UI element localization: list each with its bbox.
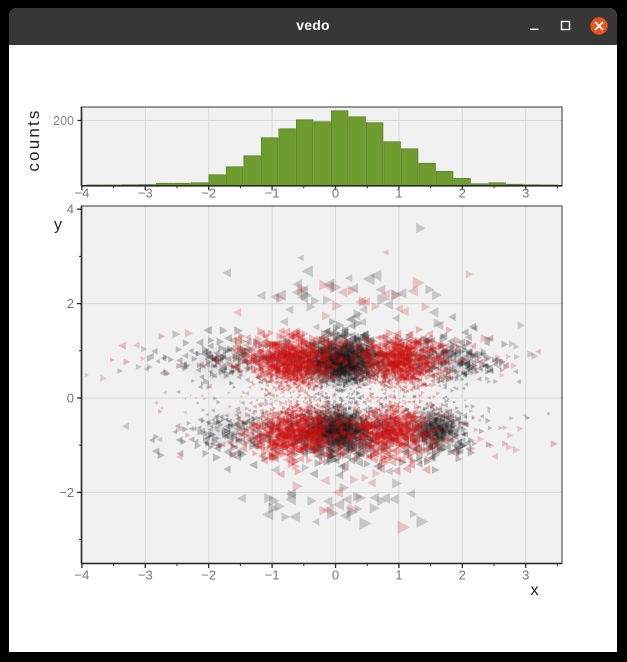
svg-text:x: x [531,582,539,599]
svg-text:−1: −1 [265,568,280,583]
svg-text:0: 0 [67,391,74,406]
svg-text:−4: −4 [74,568,89,583]
svg-text:2: 2 [459,186,466,201]
svg-text:−2: −2 [201,186,216,201]
svg-text:2: 2 [67,296,74,311]
svg-text:4: 4 [67,202,74,217]
svg-text:1: 1 [395,568,402,583]
svg-text:−4: −4 [74,186,89,201]
svg-text:200: 200 [53,114,74,128]
svg-text:y: y [54,217,62,234]
svg-text:3: 3 [522,186,529,201]
svg-text:counts: counts [24,108,43,171]
svg-text:−1: −1 [265,186,280,201]
svg-text:−2: −2 [201,568,216,583]
svg-text:−3: −3 [138,186,153,201]
svg-text:−3: −3 [138,568,153,583]
svg-text:1: 1 [395,186,402,201]
svg-text:3: 3 [522,568,529,583]
svg-text:2: 2 [459,568,466,583]
svg-text:0: 0 [332,568,339,583]
svg-text:−2: −2 [59,485,74,500]
svg-text:0: 0 [332,186,339,201]
